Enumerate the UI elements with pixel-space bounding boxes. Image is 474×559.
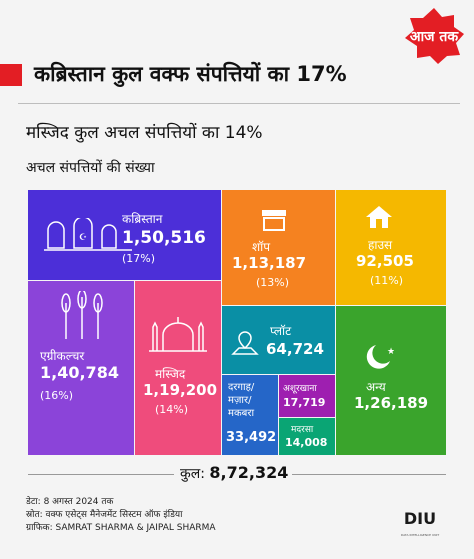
logo-text: आज तक	[410, 29, 460, 45]
tile-percent: (16%)	[40, 389, 74, 402]
tile-shop: शॉप 1,13,187 (13%)	[222, 190, 335, 305]
tile-percent: (13%)	[256, 276, 290, 289]
wheat-icon	[61, 291, 103, 339]
tile-percent: (17%)	[122, 252, 156, 265]
chart-caption: अचल संपत्तियों की संख्या	[26, 160, 155, 176]
diu-logo: DIU DATA INTELLIGENCE UNIT	[400, 500, 440, 544]
tile-value: 14,008	[285, 436, 328, 449]
tile-value: 33,492	[226, 430, 277, 445]
tile-plot: प्लॉट 64,724	[222, 306, 335, 374]
tile-label: अन्य	[366, 380, 386, 394]
tile-label: मस्जिद	[155, 367, 186, 381]
total-value: 8,72,324	[209, 463, 289, 482]
tile-value: 92,505	[356, 252, 414, 270]
headline: कब्रिस्तान कुल वक्फ संपत्तियों का 17%	[34, 62, 347, 86]
tile-agriculture: एग्रीकल्चर 1,40,784 (16%)	[28, 281, 134, 455]
diu-logo-subtext: DATA INTELLIGENCE UNIT	[401, 533, 439, 537]
total-rule-right	[292, 474, 446, 475]
aaj-tak-logo: आज तक	[405, 8, 464, 64]
svg-text:★: ★	[387, 347, 394, 357]
tile-masjid: मस्जिद 1,19,200 (14%)	[135, 281, 221, 455]
tile-dargah: दरगाह/ मज़ार/ मकबरा 33,492	[222, 375, 278, 455]
tile-value: 17,719	[283, 396, 326, 409]
house-icon	[366, 206, 392, 228]
total-rule-left	[28, 474, 174, 475]
tile-anya: ★ अन्य 1,26,189	[336, 306, 446, 455]
graves-icon: ☪	[44, 218, 132, 251]
tile-label: एग्रीकल्चर	[40, 349, 85, 363]
tile-percent: (11%)	[370, 274, 404, 287]
diu-logo-text: DIU	[404, 509, 436, 528]
crescent-icon: ★	[366, 345, 394, 369]
note-date: डेटा: 8 अगस्त 2024 तक	[26, 497, 114, 507]
tile-value: 1,19,200	[143, 381, 218, 399]
tile-percent: (14%)	[155, 403, 189, 416]
total: कुल: 8,72,324	[180, 463, 288, 483]
tile-label: प्लॉट	[270, 324, 292, 338]
tile-value: 1,26,189	[354, 394, 429, 412]
note-graphics: ग्राफिक: SAMRAT SHARMA & JAIPAL SHARMA	[26, 523, 216, 533]
tile-label: दरगाह/ मज़ार/ मकबरा	[228, 382, 255, 419]
tile-value: 1,13,187	[232, 254, 307, 272]
tile-value: 64,724	[266, 340, 324, 358]
tile-ashrakhana: अशूरखाना 17,719	[279, 375, 335, 417]
tile-kabristan: ☪ कब्रिस्तान 1,50,516 (17%)	[28, 190, 221, 280]
tile-label: कब्रिस्तान	[122, 212, 163, 226]
shop-icon	[262, 210, 286, 231]
total-label: कुल:	[180, 466, 205, 482]
tile-label: हाउस	[368, 238, 393, 252]
note-source: स्रोत: वक्फ एसेट्स मैनेजमेंट सिस्टम ऑफ इ…	[26, 510, 183, 520]
divider	[18, 103, 460, 104]
svg-text:☪: ☪	[79, 233, 87, 243]
tile-house: हाउस 92,505 (11%)	[336, 190, 446, 305]
plot-icon	[231, 331, 259, 355]
tile-label: मदरसा	[291, 425, 314, 435]
subheadline: मस्जिद कुल अचल संपत्तियों का 14%	[26, 123, 263, 143]
tile-value: 1,40,784	[40, 363, 119, 382]
tile-label: अशूरखाना	[283, 384, 317, 394]
title-accent-bar	[0, 64, 22, 86]
tile-label: शॉप	[252, 240, 271, 254]
tile-madrasa: मदरसा 14,008	[279, 418, 335, 455]
tile-value: 1,50,516	[122, 228, 206, 248]
footnotes: डेटा: 8 अगस्त 2024 तक स्रोत: वक्फ एसेट्स…	[26, 496, 216, 535]
mosque-icon	[149, 317, 207, 352]
